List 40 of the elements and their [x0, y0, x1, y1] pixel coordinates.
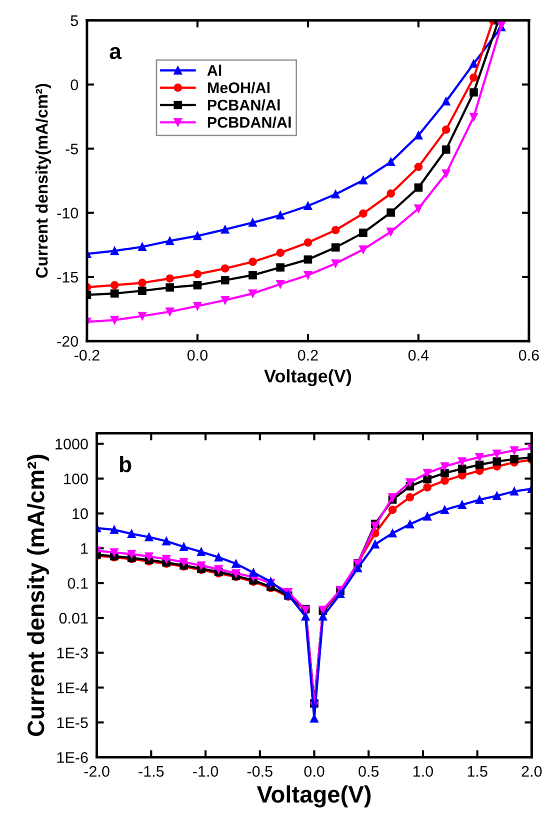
y-axis-title: Current density(mA/cm²): [35, 84, 52, 278]
x-tick-label: -0.5: [247, 766, 272, 777]
y-axis-title: Current density (mA/cm²): [26, 454, 49, 736]
x-tick-label: -1.5: [138, 766, 164, 777]
y-tick-label: 5: [70, 15, 78, 26]
y-tick-label: 100: [64, 473, 88, 484]
y-tick-label: 1E-4: [57, 682, 88, 694]
x-tick-label: -2.0: [84, 766, 110, 777]
y-tick-label: 1: [81, 543, 88, 554]
y-tick-label: 1E-5: [57, 717, 88, 728]
y-tick-label: -20: [57, 336, 78, 347]
x-tick-label: 0.5: [358, 766, 379, 777]
x-tick-label: -0.2: [74, 350, 100, 361]
x-tick-label: -1.0: [193, 766, 218, 777]
legend-label: PCBDAN/Al: [208, 116, 291, 128]
legend-label: Al: [207, 64, 222, 76]
annotation: b: [120, 456, 132, 472]
y-tick-label: 0: [70, 79, 78, 90]
x-tick-label: 1.5: [468, 766, 488, 777]
x-axis-title: Voltage(V): [256, 785, 371, 808]
x-tick-label: 2.0: [522, 766, 542, 777]
annotation: a: [110, 46, 122, 60]
x-tick-label: 0.0: [304, 766, 324, 777]
x-tick-label: 0.4: [408, 350, 429, 361]
legend-label: MeOH/Al: [208, 82, 270, 94]
y-tick-label: 0.1: [68, 578, 88, 589]
y-tick-label: -10: [57, 208, 78, 218]
x-tick-label: 0.6: [518, 350, 539, 361]
x-tick-label: 1.0: [414, 766, 433, 777]
y-tick-label: 0.01: [59, 612, 88, 624]
y-tick-label: 1E-6: [57, 752, 88, 763]
y-tick-label: 1E-3: [57, 648, 88, 658]
y-tick-label: -15: [57, 272, 78, 283]
y-tick-label: -5: [66, 144, 78, 154]
legend-label: PCBAN/Al: [208, 99, 280, 111]
x-axis-title: Voltage(V): [264, 369, 352, 386]
x-tick-label: 0.0: [187, 350, 208, 361]
x-tick-label: 0.2: [298, 350, 318, 361]
y-tick-label: 1000: [56, 438, 88, 450]
y-tick-label: 10: [72, 508, 88, 520]
